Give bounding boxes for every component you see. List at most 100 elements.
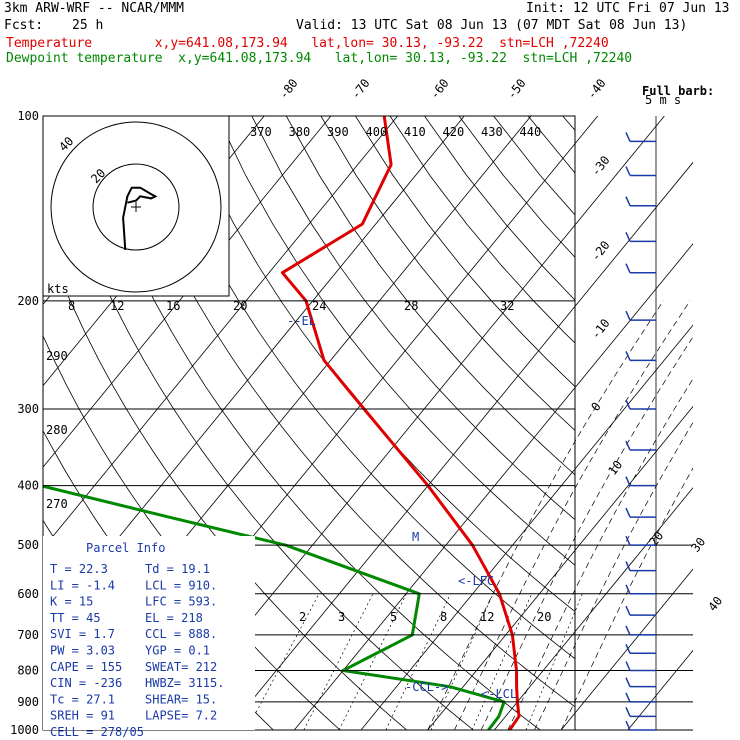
barb-key-line1: Full barb: [642,84,714,98]
mixing-ratio-line [385,593,451,730]
temperature-tick-30: 30 [688,535,708,555]
wind-barb-flag [625,351,631,361]
theta-low-label: 270 [46,497,68,511]
mixing-ratio-line [338,593,407,730]
theta-label: 430 [481,125,503,139]
parcel-info-right: SHEAR= 15. [145,692,217,706]
pressure-label-100: 100 [17,109,39,123]
parcel-info-right: EL = 218 [145,611,203,625]
theta-label: 440 [520,125,542,139]
wind-barb-flag [625,561,631,571]
ccl-label: -CCL-> [405,680,448,694]
hodograph-ring-inner [92,163,180,251]
temperature-tick--80: -80 [276,76,300,102]
el-label: --EL [287,314,316,328]
temperature-tick-0: 0 [588,400,603,414]
temperature-profile [280,116,521,730]
parcel-info-left: TT = 45 [50,611,101,625]
wind-barb-flag [625,584,631,595]
parcel-info-right: Td = 19.1 [145,562,210,576]
parcel-info-panel: Parcel Info T = 22.3 Td = 19.1 LI = -1.4 LC… [43,536,255,739]
parcel-info-title: Parcel Info [86,541,165,555]
parcel-info-left: CAPE = 155 [50,660,122,674]
pressure-label-200: 200 [17,294,39,308]
dry-adiabat [389,116,575,344]
dry-adiabat [182,116,575,613]
temperature-tick--10: -10 [588,316,612,342]
wind-barb-flag [625,232,631,242]
wind-barb-flag [625,440,631,451]
wind-barb-flag [625,399,631,410]
mixing-ratio-label: 32 [500,299,514,313]
hodograph-unit: kts [47,282,69,296]
mixing-ratio-label: 12 [110,299,124,313]
theta-label: 390 [327,125,349,139]
mixing-ratio-label-lower: 20 [537,610,551,624]
parcel-info-left: LI = -1.4 [50,578,115,592]
wind-barb-flag [625,535,631,546]
isotherm [627,649,693,730]
mixing-ratio-label-lower: 3 [338,610,345,624]
isotherm [227,161,693,730]
dry-adiabat [320,116,575,431]
hodograph-trace [122,186,158,251]
mixing-ratio-label-lower: 2 [299,610,306,624]
init-time: Init: 12 UTC Fri 07 Jun 13 [526,1,730,16]
dry-adiabat [632,116,740,730]
temperature-tick-10: 10 [605,458,625,478]
dewpoint-profile [43,116,506,730]
dry-adiabat [251,116,575,521]
isotherm [43,116,398,550]
wind-barb-flag [625,692,631,703]
pressure-label-300: 300 [17,402,39,416]
hodograph-ring-outer [50,121,222,293]
pressure-label-1000: 1000 [10,723,39,737]
parcel-info-left: PW = 3.03 [50,644,115,658]
dry-adiabat [285,116,575,476]
mixing-ratio-line [246,593,320,730]
dewpoint-legend: Dewpoint temperature x,y=641.08,173.94 l… [6,51,633,66]
moist-adiabat [507,378,693,730]
isotherm [494,487,693,730]
wind-barb-flag [625,263,631,274]
dry-adiabat [113,116,575,708]
wind-barb-flag [625,707,631,717]
theta-label: 370 [250,125,272,139]
temperature-tick--20: -20 [588,238,612,264]
wind-barb-flag [625,166,631,176]
mixing-ratio-label: 28 [404,299,418,313]
parcel-info-right: SWEAT= 212 [145,660,217,674]
parcel-info-left: K = 15 [50,595,93,609]
pressure-label-900: 900 [17,695,39,709]
isotherm [293,243,693,730]
mixing-ratio-label-lower: 8 [440,610,447,624]
wind-barb-flag [625,643,631,654]
dry-adiabat [458,116,575,258]
wind-barb-flag [625,310,631,321]
lfc-label: <-LFC [458,574,494,588]
pressure-label-800: 800 [17,663,39,677]
dry-adiabat [44,116,474,730]
theta-low-label: 290 [46,349,68,363]
pressure-label-400: 400 [17,479,39,493]
isotherm [360,324,693,730]
pressure-label-500: 500 [17,538,39,552]
parcel-info-left: SREH = 91 [50,709,115,723]
parcel-info-left: SVI = 1.7 [50,627,115,641]
parcel-info-left: T = 22.3 [50,562,108,576]
dry-adiabat [147,116,575,660]
barb-key-line2: 5 m s [645,93,681,107]
wind-barb-flag [625,625,631,636]
wind-barb-flag [625,132,631,142]
wind-barb-flag [625,196,631,207]
parcel-info-left: CIN = -236 [50,676,122,690]
parcel-info-right: LCL = 910. [145,578,217,592]
mixing-ratio-line [525,593,583,730]
theta-label: 400 [366,125,388,139]
wind-barb-flag [625,677,631,687]
mixing-ratio-label: 20 [233,299,247,313]
temperature-legend: Temperature x,y=641.08,173.94 lat,lon= 3… [6,36,609,51]
valid-time: Valid: 13 UTC Sat 08 Jun 13 (07 MDT Sat … [296,18,688,33]
parcel-info-right: HWBZ= 3115. [145,676,224,690]
